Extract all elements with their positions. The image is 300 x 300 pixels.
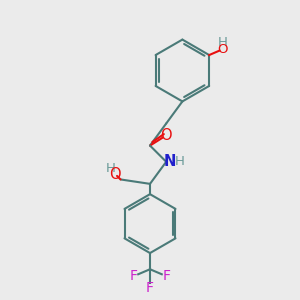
Text: N: N xyxy=(164,154,176,169)
Text: H: H xyxy=(175,155,184,168)
Text: F: F xyxy=(162,269,170,283)
Text: H: H xyxy=(106,162,116,175)
Text: O: O xyxy=(217,43,228,56)
Text: H: H xyxy=(218,36,227,49)
Text: F: F xyxy=(146,280,154,295)
Text: O: O xyxy=(110,167,121,182)
Text: F: F xyxy=(130,269,138,283)
Text: O: O xyxy=(160,128,172,143)
